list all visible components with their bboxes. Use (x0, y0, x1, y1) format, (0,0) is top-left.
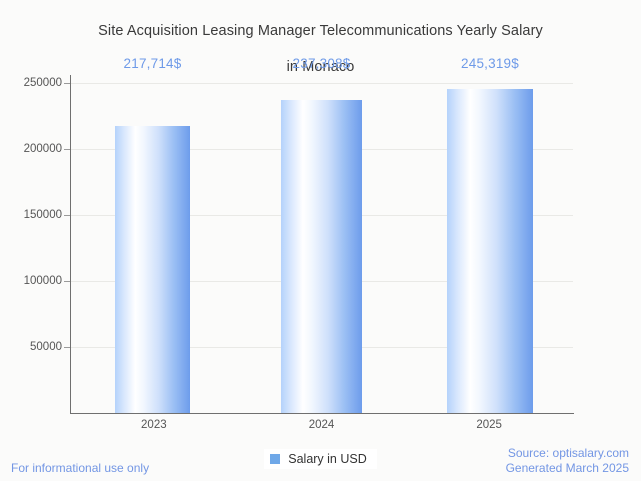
x-tick-label: 2024 (308, 419, 335, 431)
y-tick-mark (64, 215, 70, 216)
legend-item-salary-in-usd[interactable]: Salary in USD (264, 449, 377, 469)
y-tick-label: 200000 (23, 143, 62, 155)
bar-value-label: 237,308$ (292, 56, 351, 71)
footer-source-block: Source: optisalary.com Generated March 2… (506, 446, 629, 476)
y-tick-mark (64, 347, 70, 348)
y-tick-label: 250000 (23, 77, 62, 89)
y-axis-line (70, 75, 71, 414)
y-tick-mark (64, 281, 70, 282)
bar[interactable] (281, 99, 362, 413)
bar[interactable] (115, 125, 190, 413)
chart-title: Site Acquisition Leasing Manager Telecom… (0, 4, 641, 76)
footer-disclaimer: For informational use only (11, 461, 150, 475)
footer-generated: Generated March 2025 (505, 461, 629, 475)
legend-swatch-icon (270, 454, 281, 464)
bar[interactable] (447, 89, 533, 413)
footer-source: Source: optisalary.com (507, 446, 629, 460)
y-tick-label: 50000 (30, 341, 62, 353)
y-tick-label: 150000 (23, 209, 62, 221)
x-tick-label: 2025 (476, 419, 502, 431)
legend-item-label: Salary in USD (288, 452, 367, 466)
bar-value-label: 245,319$ (461, 56, 519, 71)
gridline (70, 83, 573, 84)
x-axis-line (70, 413, 574, 414)
y-tick-mark (64, 83, 70, 84)
bar-value-label: 217,714$ (123, 56, 182, 71)
chart-title-line2: in Monaco (286, 59, 355, 75)
x-tick-label: 2023 (141, 419, 167, 431)
y-tick-label: 100000 (23, 275, 62, 287)
legend: Salary in USD (0, 449, 641, 469)
y-tick-mark (64, 149, 70, 150)
chart-title-line1: Site Acquisition Leasing Manager Telecom… (98, 23, 543, 39)
